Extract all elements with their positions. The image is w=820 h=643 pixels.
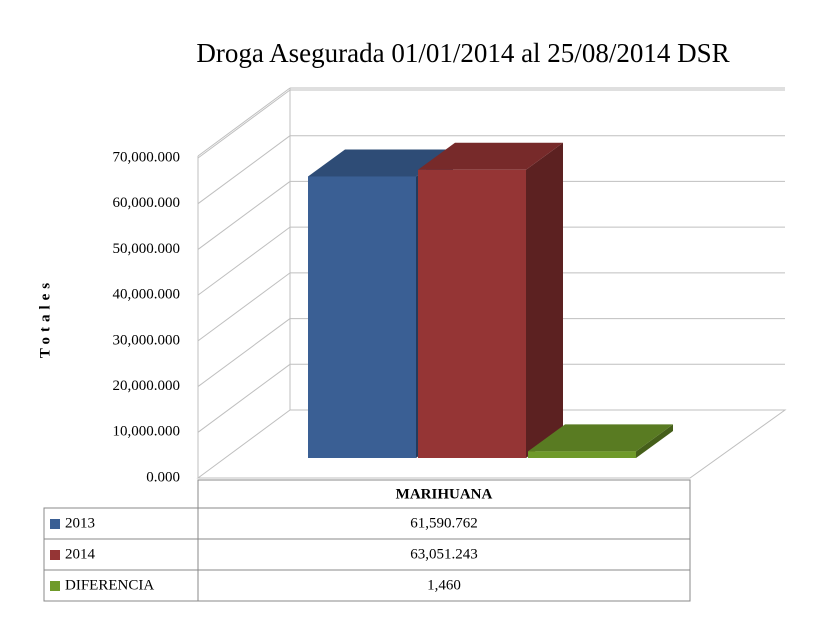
wall-top [197,87,291,157]
chart-title: Droga Asegurada 01/01/2014 al 25/08/2014… [196,38,729,68]
y-tick-label: 10,000.000 [113,424,181,440]
legend-label: 2013 [65,515,95,531]
value-label: 63,051.243 [410,546,478,562]
grid-line [197,318,291,387]
y-tick-label: 50,000.000 [113,241,181,257]
bar-side [636,424,673,458]
bar-top [418,142,563,170]
y-tick-label: 0.000 [146,469,180,485]
legend-swatch [50,581,60,591]
grid-line [197,181,291,250]
legend-swatch [50,550,60,560]
bar [308,176,416,458]
legend-label: 2014 [65,546,96,562]
y-axis-title: Totales [37,278,53,358]
bar [528,451,636,458]
data-table: MARIHUANA 2013 61,590.762 2014 63,051.243 DIF… [43,479,691,602]
value-label: 1,460 [427,577,461,593]
table-cell [197,569,691,602]
legend-label: DIFERENCIA [65,577,154,593]
grid-line [197,135,291,205]
y-tick-label: 30,000.000 [113,332,181,348]
bar-top [528,424,673,452]
grid-line [197,89,291,159]
bars [308,142,673,458]
bar [418,169,526,458]
y-tick-label: 20,000.000 [113,378,181,394]
bar-top [308,149,453,177]
y-tick-label: 40,000.000 [113,287,181,303]
grid-line [197,272,291,342]
grid-line [197,363,291,433]
legend-swatch [50,519,60,529]
y-tick-label: 70,000.000 [113,149,181,165]
category-label: MARIHUANA [396,486,493,502]
y-tick-label: 60,000.000 [113,195,181,211]
value-label: 61,590.762 [410,515,478,531]
bar-side [526,142,563,458]
grid-line [197,226,291,296]
